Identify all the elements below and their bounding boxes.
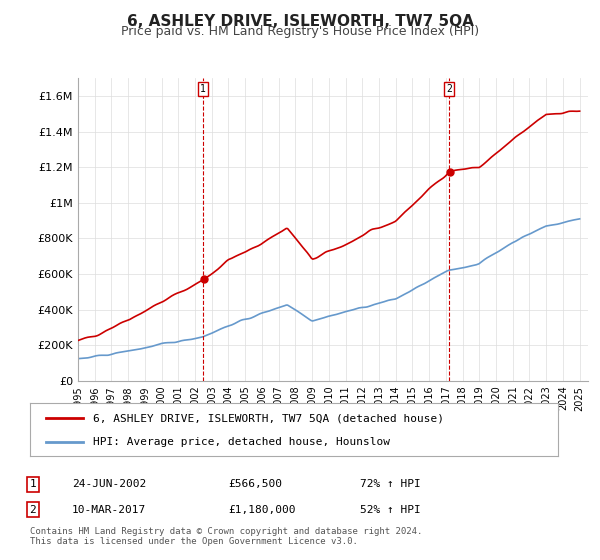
- Text: 2: 2: [29, 505, 37, 515]
- Text: HPI: Average price, detached house, Hounslow: HPI: Average price, detached house, Houn…: [94, 436, 391, 446]
- Text: £1,180,000: £1,180,000: [228, 505, 296, 515]
- Text: 1: 1: [29, 479, 37, 489]
- Text: 2: 2: [446, 84, 452, 94]
- Text: 52% ↑ HPI: 52% ↑ HPI: [360, 505, 421, 515]
- Text: 24-JUN-2002: 24-JUN-2002: [72, 479, 146, 489]
- Text: 6, ASHLEY DRIVE, ISLEWORTH, TW7 5QA (detached house): 6, ASHLEY DRIVE, ISLEWORTH, TW7 5QA (det…: [94, 413, 445, 423]
- Text: 6, ASHLEY DRIVE, ISLEWORTH, TW7 5QA: 6, ASHLEY DRIVE, ISLEWORTH, TW7 5QA: [127, 14, 473, 29]
- Text: 10-MAR-2017: 10-MAR-2017: [72, 505, 146, 515]
- Text: Contains HM Land Registry data © Crown copyright and database right 2024.
This d: Contains HM Land Registry data © Crown c…: [30, 526, 422, 546]
- Text: 72% ↑ HPI: 72% ↑ HPI: [360, 479, 421, 489]
- Text: Price paid vs. HM Land Registry's House Price Index (HPI): Price paid vs. HM Land Registry's House …: [121, 25, 479, 38]
- Text: 1: 1: [200, 84, 206, 94]
- Text: £566,500: £566,500: [228, 479, 282, 489]
